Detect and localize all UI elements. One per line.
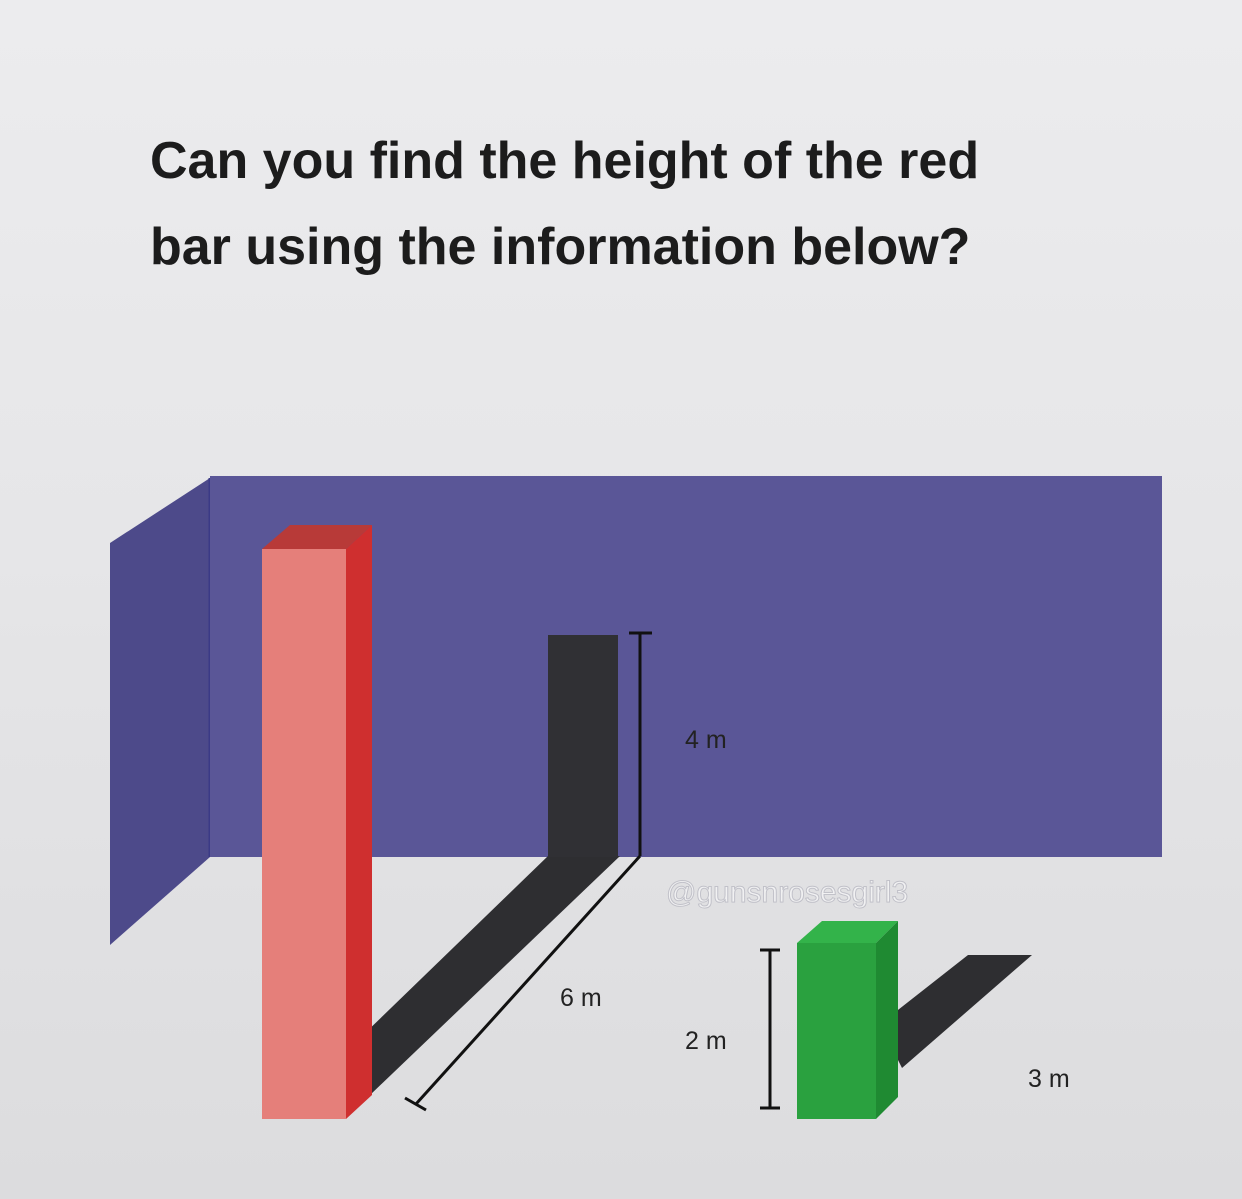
red-bar-side	[346, 525, 372, 1119]
black-bar	[548, 635, 618, 857]
label-6m: 6 m	[560, 984, 602, 1012]
question-title: Can you find the height of the red bar u…	[150, 118, 1150, 290]
red-bar-shadow	[360, 856, 620, 1095]
label-3m: 3 m	[1028, 1065, 1070, 1093]
green-bar-front	[797, 943, 876, 1119]
red-bar	[262, 525, 372, 1119]
green-bar-side	[876, 921, 898, 1119]
red-bar-top	[262, 525, 372, 549]
question-title-line-2: bar using the information below?	[150, 218, 971, 276]
green-bar	[797, 921, 898, 1119]
length-dimension-6m	[404, 854, 642, 1112]
label-4m: 4 m	[685, 726, 727, 754]
label-2m: 2 m	[685, 1027, 727, 1055]
red-bar-front	[262, 549, 346, 1119]
green-bar-shadow	[880, 955, 1032, 1068]
height-dimension-2m	[760, 948, 780, 1110]
question-title-line-1: Can you find the height of the red	[150, 132, 980, 190]
height-dimension-4m	[629, 631, 652, 856]
watermark-text: @gunsnrosesgirl3	[666, 876, 908, 909]
wall-side-panel	[110, 478, 210, 945]
green-bar-top	[797, 921, 898, 943]
